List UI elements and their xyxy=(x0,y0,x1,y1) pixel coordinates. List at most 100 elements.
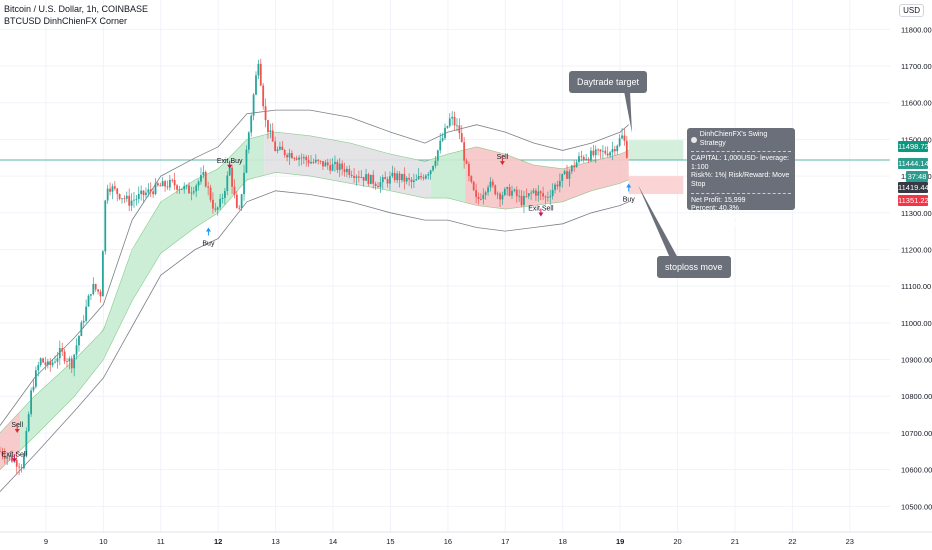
symbol-title[interactable]: Bitcoin / U.S. Dollar, 1h, COINBASE xyxy=(4,4,149,14)
candle-body xyxy=(73,354,76,369)
candle-body xyxy=(515,189,518,197)
candle-body xyxy=(597,149,600,151)
candle-body xyxy=(408,177,411,180)
candle-body xyxy=(453,116,456,126)
candle-body xyxy=(231,167,233,187)
candle-body xyxy=(27,414,30,432)
candle-body xyxy=(54,361,56,363)
candle-body xyxy=(178,189,181,190)
candle-body xyxy=(310,162,312,164)
candle-body xyxy=(403,173,406,182)
candle-body xyxy=(621,135,623,139)
max-drawdown: Max drawdown: 1,808.1 xyxy=(691,213,766,221)
strategy-title-row: DinhChienFX's Swing Strategy xyxy=(691,131,791,148)
candle-body xyxy=(353,176,355,178)
time-tick-label: 11 xyxy=(157,537,165,546)
candle-body xyxy=(6,456,9,459)
candle-body xyxy=(0,451,1,453)
candle-body xyxy=(209,187,212,200)
price-tag: 11444.14 xyxy=(898,158,929,169)
candle-body xyxy=(441,138,444,141)
candle-body xyxy=(32,386,35,391)
candle-body xyxy=(140,190,143,194)
candle-body xyxy=(525,195,528,197)
candle-body xyxy=(274,141,277,152)
time-tick-label: 16 xyxy=(444,537,452,546)
candle-body xyxy=(372,174,375,184)
candle-body xyxy=(384,177,387,180)
candle-body xyxy=(496,193,499,195)
candle-body xyxy=(460,133,463,143)
candle-body xyxy=(63,351,66,362)
price-tick-label: 11200.00 xyxy=(901,245,932,254)
candle-body xyxy=(290,153,293,159)
candle-body xyxy=(192,191,195,193)
candle-body xyxy=(470,176,473,182)
candle-body xyxy=(432,165,434,171)
candle-body xyxy=(305,157,308,161)
candle-body xyxy=(439,140,442,151)
arrow-down-icon xyxy=(538,212,544,217)
price-tag: 37:48 xyxy=(906,171,928,182)
price-tick-label: 11800.00 xyxy=(901,25,932,34)
candle-body xyxy=(317,159,320,161)
candle-body xyxy=(104,200,107,252)
candle-body xyxy=(61,348,64,352)
candle-body xyxy=(128,195,131,206)
candle-body xyxy=(46,361,49,365)
bulb-icon xyxy=(691,136,697,143)
candle-body xyxy=(434,160,437,166)
candle-body xyxy=(101,251,104,297)
candle-body xyxy=(312,162,315,163)
candle-body xyxy=(396,173,399,181)
candle-body xyxy=(130,200,133,206)
time-axis[interactable]: 9 10 11 12 13 14 15 16 17 18 19 20 21 22 23 xyxy=(0,531,932,546)
candle-body xyxy=(484,192,487,195)
candle-body xyxy=(123,198,126,200)
price-axis[interactable]: 11800.0011700.0011600.0011500.0011400.00… xyxy=(901,25,932,511)
candle-body xyxy=(97,289,99,292)
candle-body xyxy=(546,197,549,199)
candle-body xyxy=(300,157,303,159)
indicator-title[interactable]: BTCUSD DinhChienFX Corner xyxy=(4,16,128,26)
candle-body xyxy=(468,163,470,177)
candle-body xyxy=(58,348,61,359)
candle-body xyxy=(561,173,564,182)
candle-body xyxy=(250,115,253,133)
candle-body xyxy=(185,185,188,187)
target-zone xyxy=(628,140,684,160)
candle-body xyxy=(78,336,80,346)
candle-body xyxy=(298,157,300,160)
candle-body xyxy=(267,120,269,133)
candle-body xyxy=(558,181,561,187)
candle-body xyxy=(527,193,530,197)
chart-grid xyxy=(0,0,890,532)
candle-body xyxy=(535,190,537,196)
price-tick-label: 11000.00 xyxy=(901,319,932,328)
candle-body xyxy=(1,451,4,456)
candle-body xyxy=(90,294,92,296)
price-tick-label: 10800.00 xyxy=(901,392,932,401)
price-tick-label: 11500.00 xyxy=(901,135,932,144)
candle-body xyxy=(343,169,346,173)
candle-body xyxy=(391,172,394,177)
net-profit: Net Profit: 15,999 xyxy=(691,196,746,204)
cloud-upper-line xyxy=(0,131,629,434)
candle-body xyxy=(590,150,592,161)
candle-body xyxy=(154,183,157,195)
candle-body xyxy=(82,320,85,323)
candle-body xyxy=(331,164,334,171)
cloud-segment-green xyxy=(430,149,466,203)
candle-body xyxy=(190,192,193,194)
candle-body xyxy=(121,198,123,200)
candle-body xyxy=(499,193,501,200)
candle-body xyxy=(573,165,576,168)
divider xyxy=(691,151,791,153)
currency-button[interactable]: USD xyxy=(899,4,924,17)
candle-body xyxy=(618,138,621,146)
candle-body xyxy=(133,199,135,201)
candle-body xyxy=(599,149,602,152)
candle-body xyxy=(135,198,138,200)
candle-body xyxy=(188,185,190,194)
